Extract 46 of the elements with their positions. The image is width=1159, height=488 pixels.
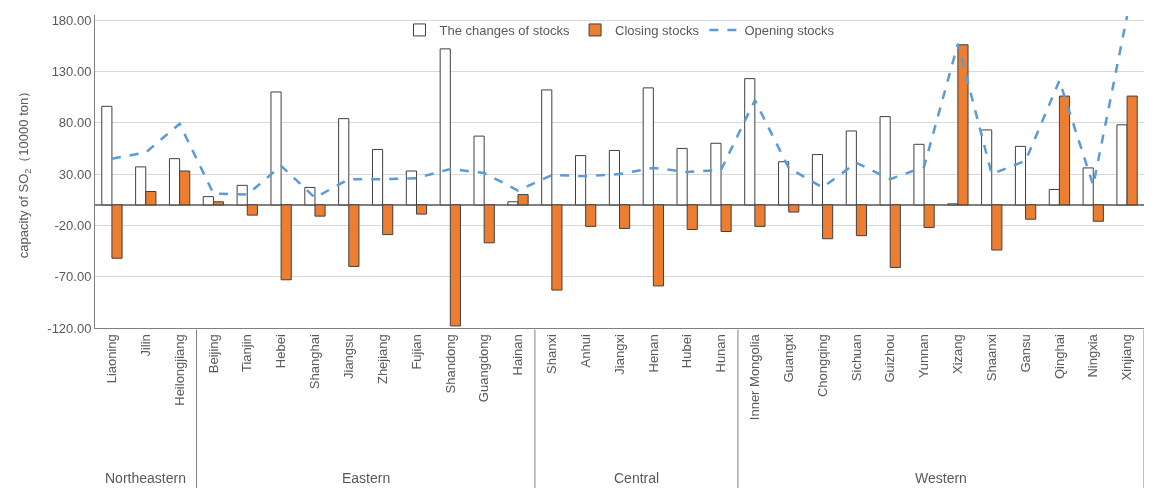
x-tick-label: Shanghai	[307, 334, 323, 390]
legend-label: Closing stocks	[615, 23, 700, 39]
x-tick-label: Chongqing	[814, 334, 830, 398]
y-tick-label: 130.00	[51, 63, 92, 79]
x-tick-label: Beijing	[205, 334, 221, 374]
x-tick-label: Guangdong	[476, 334, 492, 403]
x-tick-label: Zhejiang	[374, 334, 390, 385]
x-tick-label: Heilongjiang	[171, 334, 187, 406]
x-tick-label: Xizang	[950, 334, 966, 374]
legend-label: The changes of stocks	[439, 23, 571, 39]
text: Eastern	[342, 470, 391, 486]
x-tick-label: Tianjin	[239, 334, 255, 373]
x-tick-label: Shandong	[442, 334, 458, 394]
x-tick-label: Jiangsu	[341, 334, 357, 380]
x-tick-label: Guangxi	[780, 334, 796, 383]
legend-label: Opening stocks	[744, 23, 835, 39]
x-tick-label: Hebei	[273, 334, 289, 369]
x-tick-label: Jiangxi	[611, 334, 627, 375]
y-tick-label: -120.00	[47, 320, 92, 336]
text: Central	[614, 470, 660, 486]
x-tick-label: Anhui	[577, 334, 593, 368]
x-tick-label: Inner Mongolia	[747, 333, 763, 421]
x-tick-label: Jilin	[137, 334, 153, 357]
text: Western	[915, 470, 967, 486]
x-tick-label: Yunnan	[916, 334, 932, 379]
x-tick-label: Gansu	[1017, 334, 1033, 373]
x-tick-label: Hubei	[679, 334, 695, 369]
line-series	[110, 15, 1129, 199]
x-tick-label: Qinghai	[1051, 334, 1067, 380]
text: Northeastern	[105, 470, 186, 486]
x-tick-label: Liaoning	[104, 334, 120, 384]
x-tick-label: Shaanxi	[983, 334, 999, 382]
y-tick-label: -70.00	[54, 269, 92, 285]
x-tick-label: Guizhou	[882, 334, 898, 383]
y-tick-label: 30.00	[58, 166, 92, 182]
x-tick-label: Ningxia	[1085, 333, 1101, 378]
y-tick-label: -20.00	[54, 217, 92, 233]
x-tick-label: Henan	[645, 334, 661, 373]
x-tick-label: Fujian	[408, 334, 424, 370]
x-tick-label: Hainan	[510, 334, 526, 376]
x-tick-label: Xinjiang	[1119, 334, 1135, 381]
x-tick-label: Hunan	[713, 334, 729, 373]
x-tick-label: Sichuan	[848, 334, 864, 382]
x-tick-label: Shanxi	[544, 334, 560, 374]
y-tick-label: 80.00	[58, 115, 92, 131]
y-tick-label: 180.00	[51, 12, 92, 28]
